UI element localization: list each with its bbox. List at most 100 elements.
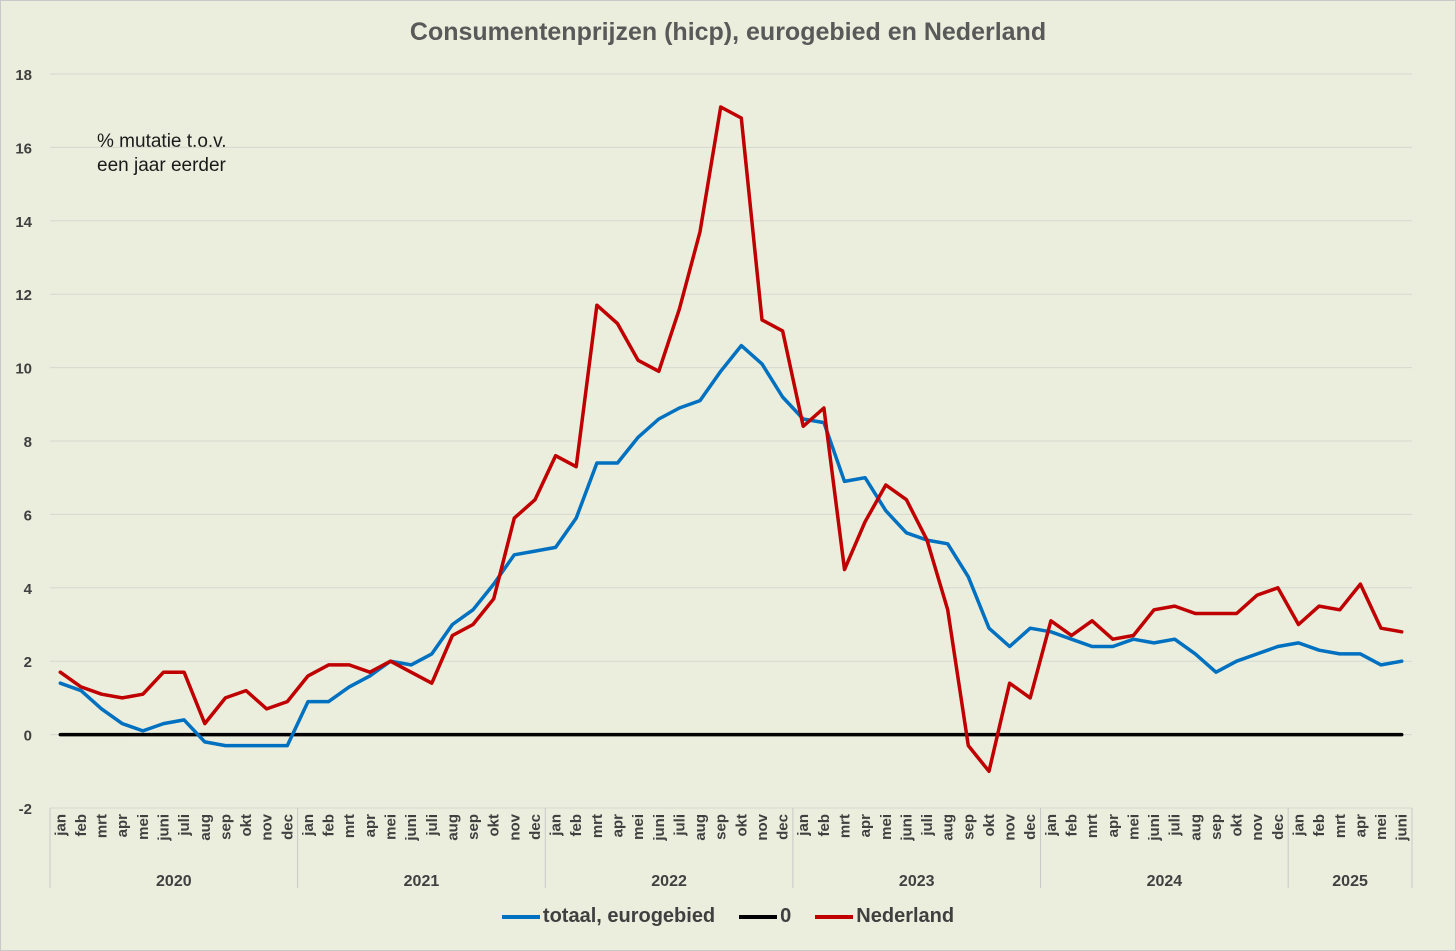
y-tick-label: 18 <box>15 67 32 84</box>
y-tick-label: 14 <box>15 214 32 231</box>
legend-label: totaal, eurogebied <box>542 905 716 928</box>
x-tick-label: feb <box>321 814 338 837</box>
x-tick-label: dec <box>775 814 792 840</box>
y-tick-label: 10 <box>15 361 32 378</box>
x-tick-label: jan <box>795 814 812 837</box>
x-tick-label: juli <box>671 814 688 837</box>
x-tick-label: apr <box>857 814 874 838</box>
x-tick-label: okt <box>733 814 750 837</box>
legend-swatch <box>739 914 778 919</box>
x-tick-label: dec <box>1270 814 1287 840</box>
x-tick-label: okt <box>238 814 255 837</box>
x-tick-label: mei <box>383 814 400 840</box>
x-tick-label: feb <box>1311 814 1328 837</box>
x-tick-label: juni <box>1146 814 1163 842</box>
x-tick-label: mrt <box>341 814 358 838</box>
y-tick-label: -2 <box>19 801 32 818</box>
x-tick-label: juli <box>176 814 193 837</box>
x-tick-label: jan <box>1043 814 1060 837</box>
x-tick-label: juni <box>1394 814 1411 842</box>
y-tick-label: 16 <box>15 140 32 157</box>
x-tick-label: dec <box>279 814 296 840</box>
x-tick-label: okt <box>486 814 503 837</box>
legend: totaal, eurogebied 0 Nederland <box>0 905 1456 928</box>
y-tick-label: 6 <box>24 507 32 524</box>
x-tick-label: nov <box>506 813 523 840</box>
x-tick-label: apr <box>1352 814 1369 838</box>
x-tick-label: juli <box>919 814 936 837</box>
x-tick-label: mrt <box>1084 814 1101 838</box>
x-tick-label: aug <box>692 814 709 841</box>
x-tick-label: jan <box>1291 814 1308 837</box>
x-tick-label: dec <box>1022 814 1039 840</box>
x-tick-label: jan <box>52 814 69 837</box>
x-tick-label: jan <box>548 814 565 837</box>
chart-annotation: % mutatie t.o.v. een jaar eerder <box>97 130 227 178</box>
x-tick-label: juni <box>651 814 668 842</box>
year-label: 2021 <box>404 873 440 890</box>
x-tick-label: juni <box>403 814 420 842</box>
y-tick-label: 4 <box>24 581 33 598</box>
x-tick-label: sep <box>960 814 977 840</box>
x-tick-label: juni <box>898 814 915 842</box>
x-tick-label: apr <box>610 814 627 838</box>
x-tick-label: mei <box>1125 814 1142 840</box>
x-tick-label: nov <box>1002 813 1019 840</box>
x-tick-label: mrt <box>589 814 606 838</box>
x-tick-label: aug <box>1187 814 1204 841</box>
x-tick-label: mrt <box>94 814 111 838</box>
x-tick-label: juli <box>424 814 441 837</box>
legend-item: totaal, eurogebied <box>501 905 716 928</box>
annotation-line-2: een jaar eerder <box>97 155 226 176</box>
x-tick-label: mei <box>135 814 152 840</box>
legend-label: Nederland <box>856 905 955 928</box>
year-label: 2024 <box>1147 873 1183 890</box>
series-line-0 <box>58 343 1404 748</box>
legend-item: Nederland <box>815 905 954 928</box>
x-tick-label: nov <box>1249 813 1266 840</box>
x-tick-label: apr <box>362 814 379 838</box>
x-tick-label: mrt <box>837 814 854 838</box>
x-tick-label: sep <box>465 814 482 840</box>
x-tick-label: sep <box>1208 814 1225 840</box>
x-tick-label: mei <box>878 814 895 840</box>
x-axis: jan feb mrt apr mei juni juli aug sep okt nov dec ja… <box>49 808 1413 890</box>
x-tick-label: aug <box>444 814 461 841</box>
x-tick-label: dec <box>527 814 544 840</box>
x-tick-label: jan <box>300 814 317 837</box>
x-tick-label: feb <box>568 814 585 837</box>
year-label: 2020 <box>156 873 192 890</box>
x-tick-label: juni <box>156 814 173 842</box>
y-tick-label: 12 <box>15 287 32 304</box>
x-tick-label: mei <box>630 814 647 840</box>
x-tick-label: apr <box>1105 814 1122 838</box>
annotation-line-1: % mutatie t.o.v. <box>97 131 227 152</box>
x-tick-label: aug <box>940 814 957 841</box>
series-lines <box>58 105 1404 774</box>
x-tick-label: sep <box>217 814 234 840</box>
x-tick-label: feb <box>1064 814 1081 837</box>
chart-title: Consumentenprijzen (hicp), eurogebied en… <box>409 18 1047 46</box>
x-tick-label: apr <box>114 814 131 838</box>
x-tick-label: sep <box>713 814 730 840</box>
series-line-2 <box>58 105 1404 774</box>
x-tick-label: juli <box>1167 814 1184 837</box>
y-tick-label: 2 <box>24 654 32 671</box>
x-tick-label: okt <box>981 814 998 837</box>
y-axis: -2 0 2 4 6 8 10 12 14 16 18 <box>15 67 32 818</box>
legend-label: 0 <box>780 905 792 928</box>
x-tick-label: nov <box>259 813 276 840</box>
x-tick-label: okt <box>1229 814 1246 837</box>
year-label: 2025 <box>1332 873 1368 890</box>
x-tick-label: feb <box>73 814 90 837</box>
legend-swatch <box>815 914 854 919</box>
x-tick-label: mei <box>1373 814 1390 840</box>
x-tick-label: nov <box>754 813 771 840</box>
y-tick-label: 8 <box>24 434 32 451</box>
x-tick-label: aug <box>197 814 214 841</box>
x-tick-label: mrt <box>1332 814 1349 838</box>
y-tick-label: 0 <box>24 728 32 745</box>
year-label: 2022 <box>651 873 687 890</box>
